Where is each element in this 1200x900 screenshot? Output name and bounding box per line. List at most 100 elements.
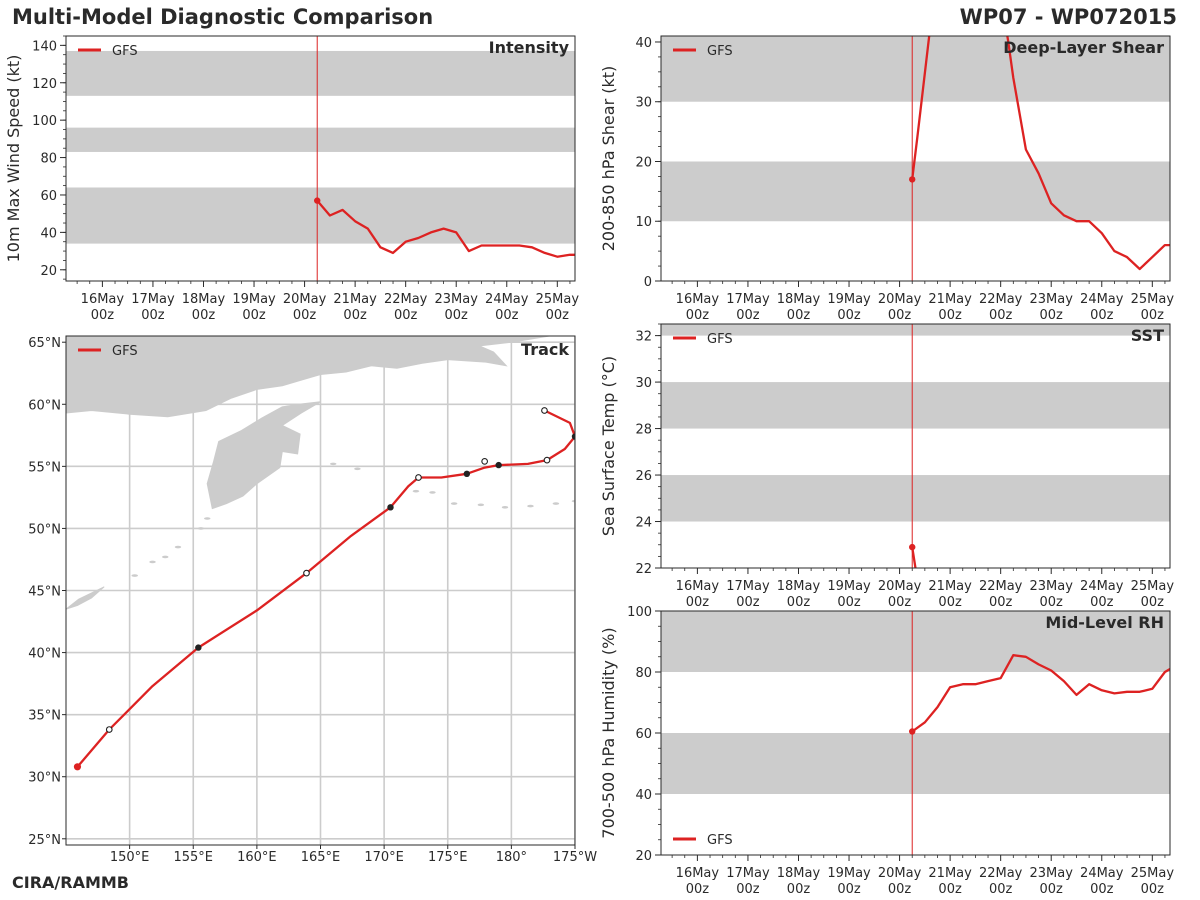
shear-init-point <box>909 176 916 183</box>
track-ytick-label: 50°N <box>28 522 61 537</box>
track-ytick-label: 30°N <box>28 771 61 786</box>
track-marker-filled <box>387 504 394 511</box>
island <box>429 491 436 494</box>
shear-band <box>661 161 1170 222</box>
sst-xtick-label: 16May <box>676 579 720 594</box>
shear-ytick-label: 20 <box>635 155 652 170</box>
track-xtick-label: 180° <box>496 850 527 865</box>
island <box>162 555 169 559</box>
track-marker-filled <box>495 461 502 469</box>
shear-xtick-label: 00z <box>1141 308 1165 323</box>
sst-ytick-label: 22 <box>635 562 652 577</box>
intensity-frame <box>65 35 576 282</box>
shear-panel: 01020304016May00z17May00z18May00z19May00… <box>599 35 1174 323</box>
island <box>174 545 182 549</box>
rh-xtick-label: 00z <box>837 882 861 897</box>
shear-xtick-label: 00z <box>888 308 912 323</box>
track-marker-open <box>415 474 422 481</box>
sst-band <box>661 475 1170 522</box>
island <box>330 462 337 466</box>
sst-xtick-label: 20May <box>878 579 922 594</box>
track-ytick-label: 40°N <box>28 647 61 662</box>
rh-xtick-label: 00z <box>1090 882 1114 897</box>
storm-id: WP07 - WP072015 <box>959 5 1177 29</box>
intensity-xtick-label: 17May <box>131 292 175 307</box>
intensity-xtick-label: 00z <box>293 308 317 323</box>
sst-ytick-label: 30 <box>635 376 652 391</box>
sst-xtick-label: 00z <box>989 595 1013 610</box>
intensity-xtick-label: 00z <box>495 308 519 323</box>
intensity-ylabel: 10m Max Wind Speed (kt) <box>4 55 23 263</box>
track-marker-open <box>541 407 548 414</box>
intensity-xtick-label: 25May <box>536 292 580 307</box>
rh-xtick-label: 19May <box>827 866 871 881</box>
track-xtick-label: 175°W <box>553 850 597 865</box>
rh-xtick-label: 00z <box>787 882 811 897</box>
track-xtick-label: 150°E <box>110 850 150 865</box>
rh-ytick-label: 60 <box>635 727 652 742</box>
shear-series-gfs <box>911 36 1170 271</box>
sst-xtick-label: 00z <box>686 595 710 610</box>
island <box>450 502 458 505</box>
track-map-area <box>66 336 575 845</box>
intensity-title: Intensity <box>489 38 570 57</box>
sst-xtick-label: 00z <box>837 595 861 610</box>
sst-title: SST <box>1131 326 1164 345</box>
rh-xtick-label: 16May <box>676 866 720 881</box>
intensity-legend-label: GFS <box>112 44 138 59</box>
shear-xtick-label: 00z <box>736 308 760 323</box>
track-xtick-label: 170°E <box>364 850 404 865</box>
sst-ytick-label: 26 <box>635 469 652 484</box>
intensity-xtick-label: 00z <box>242 308 266 323</box>
rh-xtick-label: 21May <box>928 866 972 881</box>
shear-ytick-label: 30 <box>635 96 652 111</box>
sst-ylabel: Sea Surface Temp (°C) <box>599 356 618 536</box>
island <box>527 504 534 508</box>
rh-xtick-label: 25May <box>1131 866 1175 881</box>
island <box>501 506 509 509</box>
intensity-band <box>66 187 575 244</box>
rh-xtick-label: 00z <box>686 882 710 897</box>
shear-frame <box>660 35 1171 282</box>
shear-xtick-label: 23May <box>1030 292 1074 307</box>
intensity-xtick-label: 16May <box>81 292 125 307</box>
shear-xtick-label: 00z <box>989 308 1013 323</box>
track-marker-filled <box>463 470 471 478</box>
sst-xtick-label: 25May <box>1131 579 1175 594</box>
sst-xtick-label: 00z <box>1141 595 1165 610</box>
track-ytick-label: 55°N <box>28 460 61 475</box>
sst-legend-label: GFS <box>707 332 733 347</box>
sst-xtick-label: 23May <box>1030 579 1074 594</box>
rh-init-point <box>909 728 916 735</box>
island <box>477 503 485 507</box>
sst-xtick-label: 00z <box>938 595 962 610</box>
rh-xtick-label: 20May <box>878 866 922 881</box>
intensity-xtick-label: 00z <box>445 308 469 323</box>
island <box>354 467 361 471</box>
shear-xtick-label: 20May <box>878 292 922 307</box>
track-marker-open <box>303 569 310 577</box>
intensity-xtick-label: 23May <box>435 292 479 307</box>
rh-band <box>661 611 1170 672</box>
rh-band <box>661 733 1170 794</box>
sst-xtick-label: 17May <box>726 579 770 594</box>
rh-xtick-label: 23May <box>1030 866 1074 881</box>
intensity-xtick-label: 00z <box>192 308 216 323</box>
rh-panel: 2040608010016May00z17May00z18May00z19May… <box>599 605 1174 897</box>
track-xtick-label: 175°E <box>428 850 468 865</box>
rh-xtick-label: 00z <box>888 882 912 897</box>
sst-ytick-label: 28 <box>635 423 652 438</box>
sst-series-gfs <box>911 546 917 568</box>
rh-xtick-label: 00z <box>989 882 1013 897</box>
shear-xtick-label: 00z <box>938 308 962 323</box>
track-title: Track <box>521 340 569 359</box>
rh-ytick-label: 40 <box>635 788 652 803</box>
intensity-xtick-label: 21May <box>333 292 377 307</box>
sst-xtick-label: 00z <box>1040 595 1064 610</box>
sst-frame <box>660 323 1171 569</box>
rh-xtick-label: 00z <box>736 882 760 897</box>
intensity-xtick-label: 22May <box>384 292 428 307</box>
sst-xtick-label: 18May <box>777 579 821 594</box>
track-marker-open <box>543 456 551 464</box>
